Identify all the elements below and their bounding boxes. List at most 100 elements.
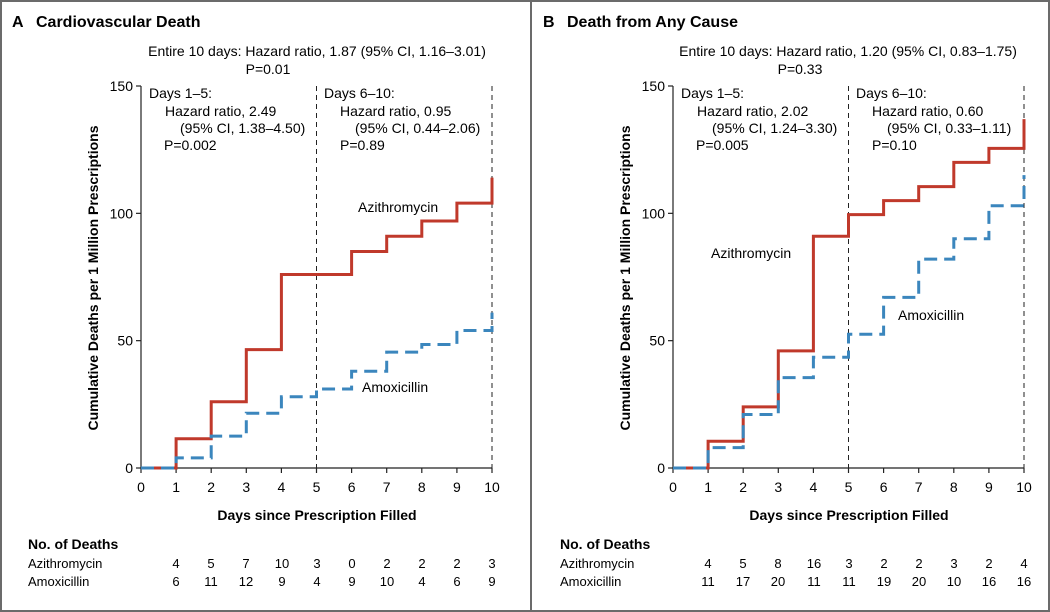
panel-a-xtick-label-2: 2 [207, 479, 215, 495]
panel-a-table-azithromycin-day-2: 5 [207, 556, 214, 571]
panel-b-table-azithromycin-day-7: 2 [915, 556, 922, 571]
panel-b-table-amoxicillin-day-10: 16 [1017, 574, 1031, 589]
panel-b-row-azithromycin-label: Azithromycin [560, 556, 634, 571]
panel-a-period2-ci: (95% CI, 0.44–2.06) [355, 120, 480, 136]
panel-a-title: Cardiovascular Death [36, 14, 201, 31]
panel-b-table-amoxicillin-day-3: 20 [771, 574, 785, 589]
panel-a-label-azithromycin: Azithromycin [358, 199, 438, 215]
panel-b-xtick-label-9: 9 [985, 479, 993, 495]
panel-a-period1-hr: Hazard ratio, 2.49 [165, 103, 276, 119]
panel-b-table-azithromycin-day-9: 2 [985, 556, 992, 571]
panel-b-ytick-label-100: 100 [642, 205, 666, 221]
panel-b-table-amoxicillin-day-2: 17 [736, 574, 750, 589]
panel-b-table-azithromycin-day-2: 5 [739, 556, 746, 571]
panel-b-ytick-label-0: 0 [657, 460, 665, 476]
panel-a-xtick-label-1: 1 [172, 479, 180, 495]
panel-b-xtick-label-4: 4 [810, 479, 818, 495]
panel-a [0, 0, 532, 612]
panel-a-table-azithromycin-day-7: 2 [383, 556, 390, 571]
panel-b-content: B Death from Any Cause Entire 10 days: H… [543, 14, 1032, 589]
panel-a-xtick-label-7: 7 [383, 479, 391, 495]
panel-b-xtick-label-2: 2 [739, 479, 747, 495]
panel-b-table-values: 4 5 8 16 3 2 2 3 2 4 11 17 20 11 11 19 20 10 16 16 [701, 556, 1031, 589]
panel-a-xtick-label-3: 3 [242, 479, 250, 495]
panel-a-xtick-label-6: 6 [348, 479, 356, 495]
panel-a-table-amoxicillin-day-4: 9 [278, 574, 285, 589]
panel-a-ytick-label-50: 50 [117, 333, 133, 349]
panel-b-xtick-label-7: 7 [915, 479, 923, 495]
panel-b-overall-line2: P=0.33 [778, 61, 823, 77]
panel-b-table-amoxicillin-day-7: 20 [912, 574, 926, 589]
panel-b-table-amoxicillin-day-9: 16 [982, 574, 996, 589]
panel-a-overall-line1: Entire 10 days: Hazard ratio, 1.87 (95% … [148, 43, 486, 59]
panel-b-table-amoxicillin-day-4: 11 [807, 574, 821, 589]
panel-a-table-azithromycin-day-5: 3 [313, 556, 320, 571]
panel-b-ylabel: Cumulative Deaths per 1 Million Prescrip… [617, 125, 633, 430]
panel-b-table-azithromycin-day-8: 3 [950, 556, 957, 571]
panel-a-axes: 0 50 100 150 0 1 2 3 4 5 6 7 8 9 10 [110, 78, 500, 495]
panel-b-table-azithromycin-day-3: 8 [774, 556, 781, 571]
panel-b-table-azithromycin-day-1: 4 [704, 556, 711, 571]
panel-a-table-amoxicillin-day-5: 4 [313, 574, 320, 589]
panel-b-table-title: No. of Deaths [560, 536, 650, 552]
panel-a-ytick-label-100: 100 [110, 205, 134, 221]
panel-b-label-amoxicillin: Amoxicillin [898, 307, 964, 323]
panel-a-ytick-label-0: 0 [125, 460, 133, 476]
panel-b-period2-heading: Days 6–10: [856, 85, 927, 101]
panel-a-period2-heading: Days 6–10: [324, 85, 395, 101]
panel-b-period1-ci: (95% CI, 1.24–3.30) [712, 120, 837, 136]
panel-a-xtick-label-5: 5 [313, 479, 321, 495]
panel-a-period2-p: P=0.89 [340, 137, 385, 153]
panel-b-xtick-label-3: 3 [774, 479, 782, 495]
panel-b-table-amoxicillin-day-6: 19 [877, 574, 891, 589]
panel-a-label-amoxicillin: Amoxicillin [362, 379, 428, 395]
panel-a-table-values: 4 5 7 10 3 0 2 2 2 3 6 11 12 9 4 9 10 4 6 9 [172, 556, 495, 589]
panel-b-series-amoxicillin [673, 175, 1026, 470]
panel-a-period1-p: P=0.002 [164, 137, 217, 153]
panel-a-period1-heading: Days 1–5: [149, 85, 212, 101]
panel-a-table-amoxicillin-day-6: 9 [348, 574, 355, 589]
panel-a-period1-ci: (95% CI, 1.38–4.50) [180, 120, 305, 136]
panel-b-xtick-label-0: 0 [669, 479, 677, 495]
panel-a-ytick-label-150: 150 [110, 78, 134, 94]
panel-b-table-azithromycin-day-4: 16 [807, 556, 821, 571]
panel-a-series-azithromycin [141, 177, 494, 470]
panel-b-title: Death from Any Cause [567, 14, 738, 31]
panel-a-table-amoxicillin-day-2: 11 [204, 574, 218, 589]
panel-b-letter: B [543, 14, 555, 31]
panel-b-ytick-label-50: 50 [649, 333, 665, 349]
panel-a-table-amoxicillin-day-7: 10 [380, 574, 394, 589]
panel-a-table-title: No. of Deaths [28, 536, 118, 552]
panel-b-table-azithromycin-day-6: 2 [880, 556, 887, 571]
panel-a-series-amoxicillin [141, 312, 494, 470]
panel-b-xtick-label-10: 10 [1016, 479, 1032, 495]
panel-b-xtick-label-5: 5 [845, 479, 853, 495]
panel-a-xtick-label-0: 0 [137, 479, 145, 495]
panel-b-label-azithromycin: Azithromycin [711, 245, 791, 261]
panel-b-ytick-label-150: 150 [642, 78, 666, 94]
panel-b-period2-hr: Hazard ratio, 0.60 [872, 103, 983, 119]
panel-b-xtick-label-8: 8 [950, 479, 958, 495]
panel-b-period2-ci: (95% CI, 0.33–1.11) [887, 120, 1011, 136]
panel-a-table-azithromycin-day-3: 7 [242, 556, 249, 571]
panel-a-row-amoxicillin-label: Amoxicillin [28, 574, 89, 589]
panel-a-table-azithromycin-day-9: 2 [453, 556, 460, 571]
panel-b-lines [673, 119, 1026, 470]
panel-a-table-azithromycin-day-8: 2 [418, 556, 425, 571]
panel-a-table-amoxicillin-day-10: 9 [488, 574, 495, 589]
panel-a-letter: A [12, 14, 24, 31]
panel-a-table-amoxicillin-day-1: 6 [172, 574, 179, 589]
panel-b-period1-heading: Days 1–5: [681, 85, 744, 101]
panel-b-table-amoxicillin-day-1: 11 [701, 574, 715, 589]
panel-b-period2-p: P=0.10 [872, 137, 917, 153]
panel-a-xtick-label-8: 8 [418, 479, 426, 495]
panel-a-table-azithromycin-day-1: 4 [172, 556, 179, 571]
panel-b-overall-line1: Entire 10 days: Hazard ratio, 1.20 (95% … [679, 43, 1017, 59]
panel-a-lines [141, 177, 494, 470]
panel-b-row-amoxicillin-label: Amoxicillin [560, 574, 621, 589]
panel-b-xtick-label-6: 6 [880, 479, 888, 495]
panel-a-row-azithromycin-label: Azithromycin [28, 556, 102, 571]
panel-b-table-azithromycin-day-10: 4 [1020, 556, 1027, 571]
panel-b-table-amoxicillin-day-5: 11 [842, 574, 856, 589]
